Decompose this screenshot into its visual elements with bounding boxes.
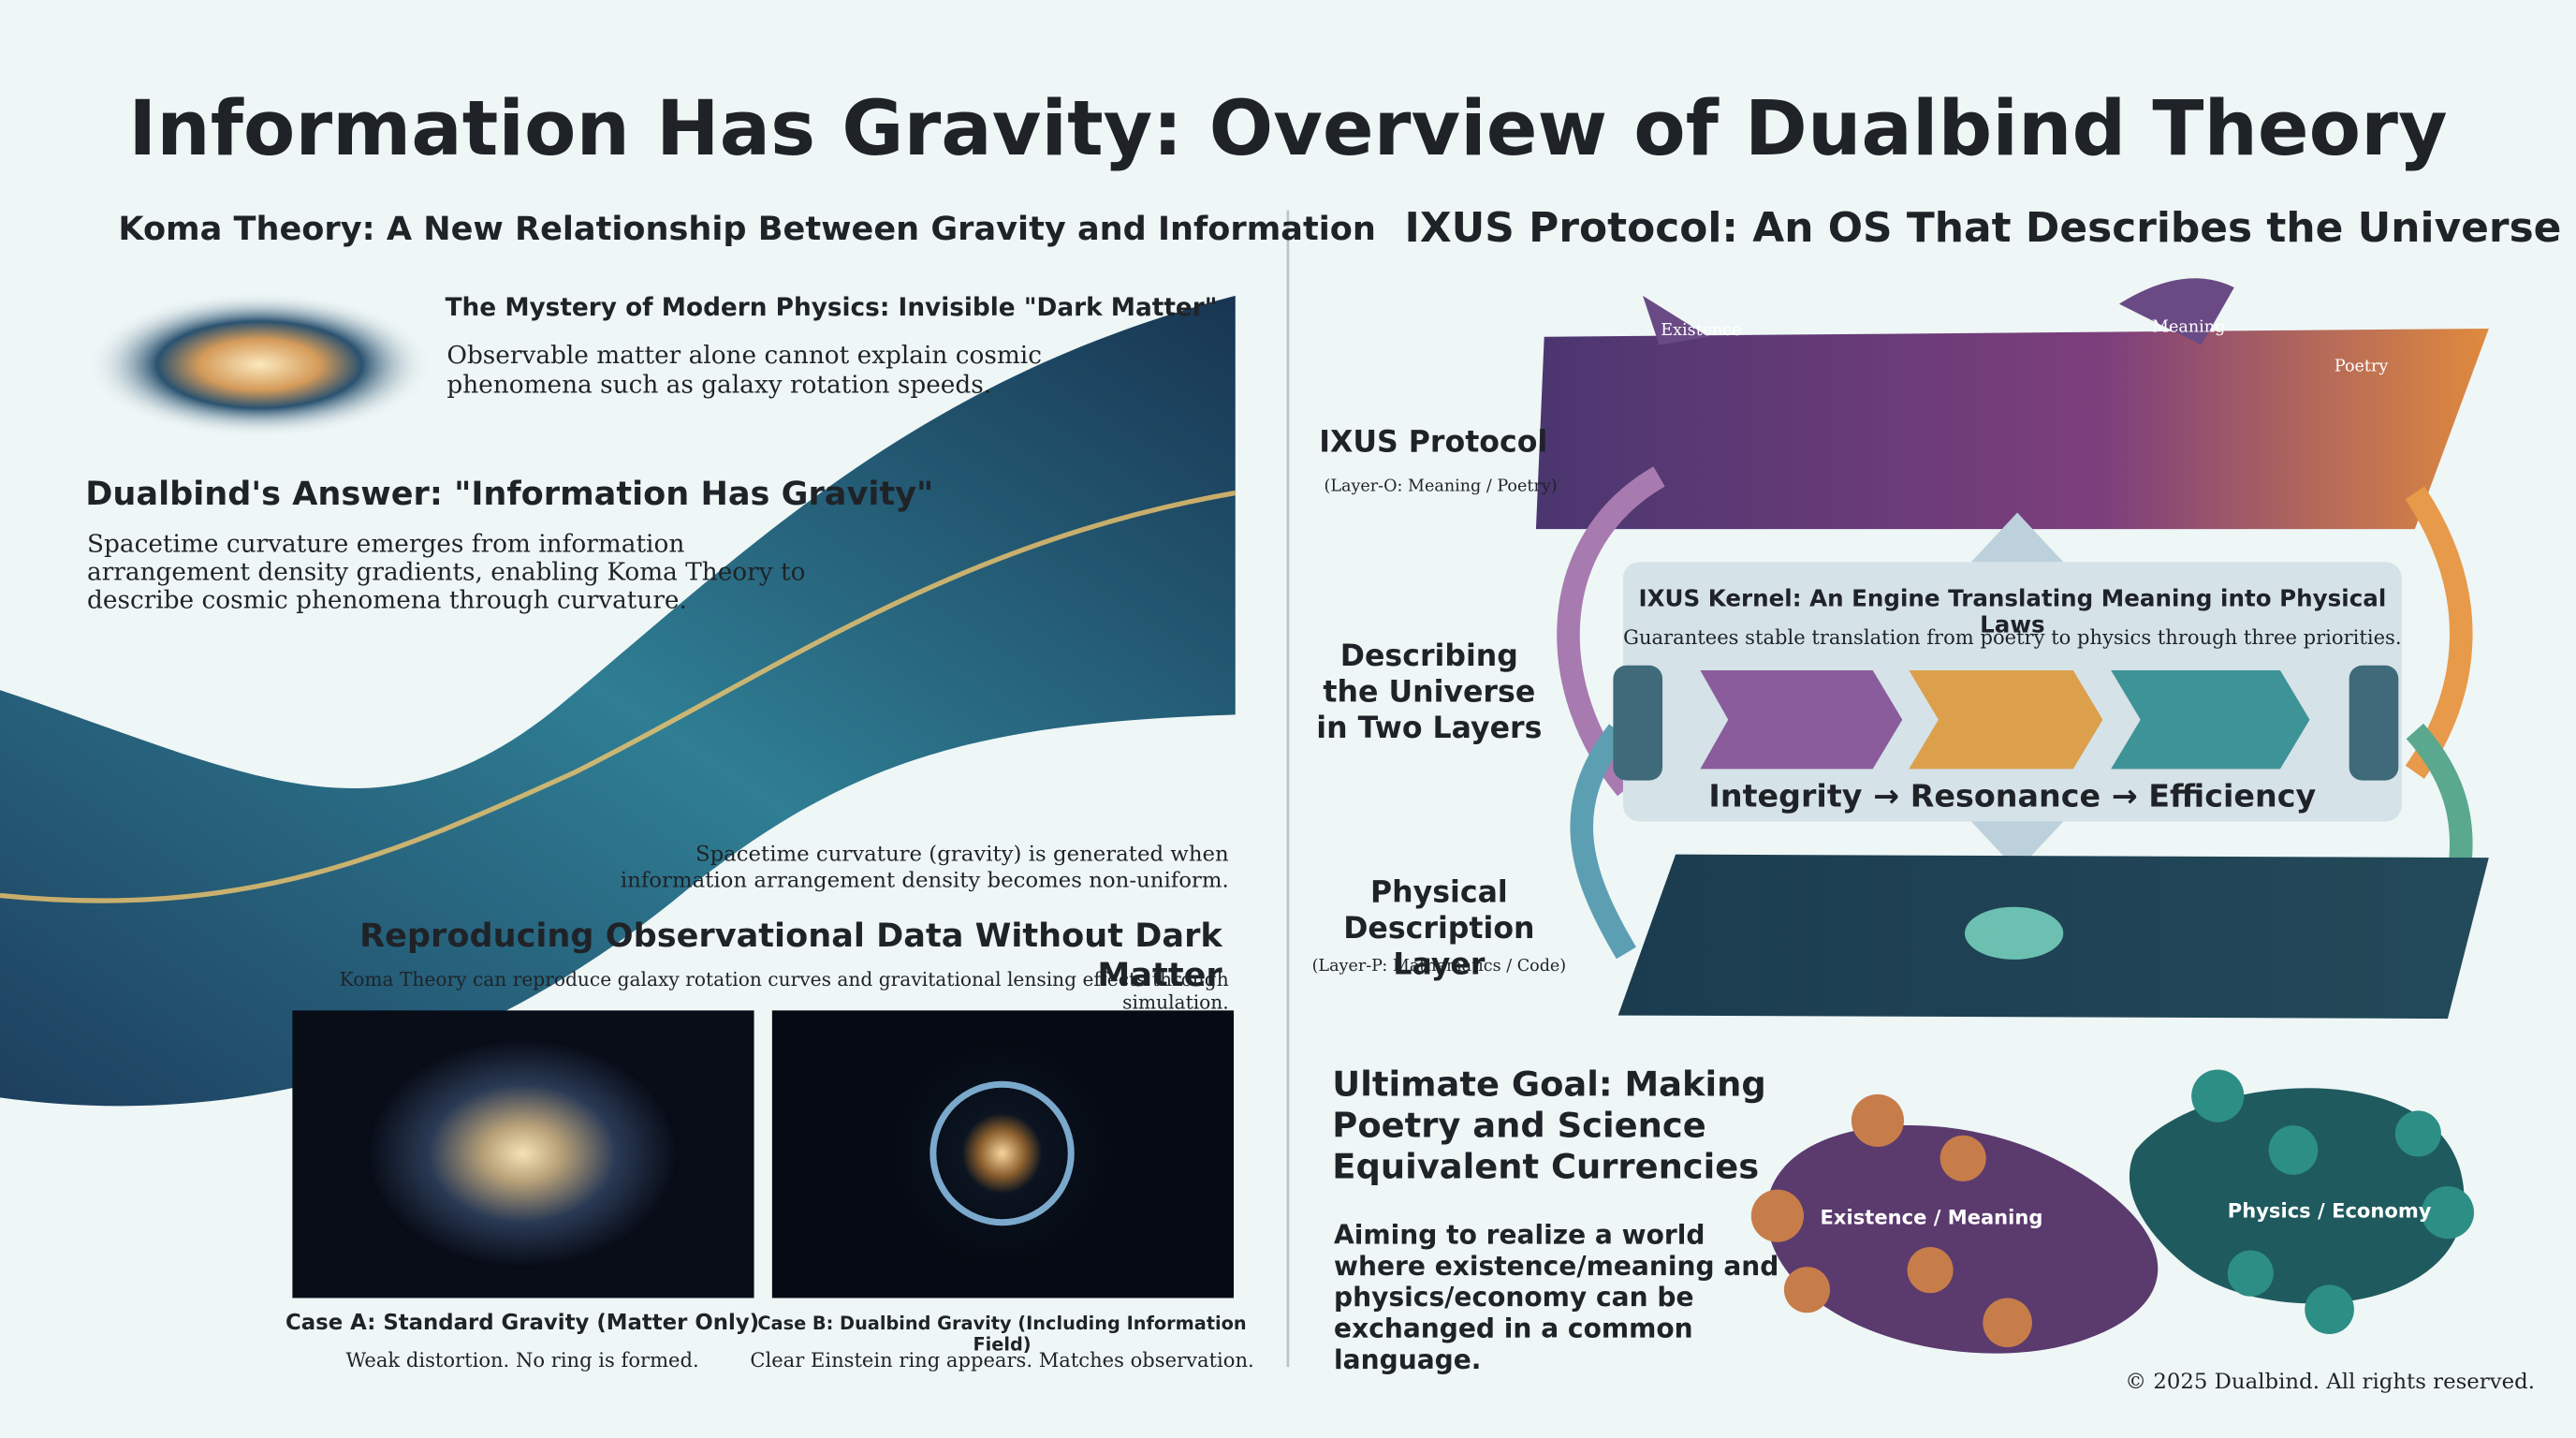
priority-chevron [2111,670,2310,770]
subheading: Dualbind's Answer: "Information Has Grav… [85,473,934,513]
kernel-title: IXUS Kernel: An Engine Translating Meani… [1638,586,2387,639]
loop-nodes [2191,1069,2475,1335]
caption: Spacetime curvature (gravity) is generat… [620,843,1229,894]
layer-label: Existence [1661,321,1742,341]
loop-nodes [1750,1093,2032,1348]
subheading: Reproducing Observational Data Without D… [359,915,1222,994]
layer-title: Physical Description Layer [1343,875,1535,983]
physical-core [1964,906,2064,960]
priorities: Integrity → Resonance → Efficiency [1708,778,2317,815]
layer-label: Meaning [2152,318,2226,337]
left-arrow [1570,724,1636,960]
einstein-ring [929,1080,1075,1226]
kernel-cap-left [1613,665,1663,781]
subheading: The Mystery of Modern Physics: Invisible… [445,292,1218,322]
priority-chevron [1909,670,2103,770]
body-text: Koma Theory can reproduce galaxy rotatio… [339,967,1229,1014]
loop-label: Existence / Meaning [1820,1206,2043,1229]
priority-chevron [1700,670,1903,770]
side-label: Describing the Universe in Two Layers [1316,638,1543,746]
layer-label: Poetry [2334,358,2389,376]
kernel-text: Guarantees stable translation from poetr… [1623,625,2402,650]
kernel-cap-right [2349,665,2399,781]
page-title: Information Has Gravity: Overview of Dua… [128,83,2448,173]
layer-ornament [1643,278,2234,345]
goal-title: Ultimate Goal: Making Poetry and Science… [1332,1064,1766,1187]
case-title: Case B: Dualbind Gravity (Including Info… [757,1313,1247,1356]
loop-label: Physics / Economy [2227,1199,2432,1223]
information-stream [0,490,1237,903]
case-a-galaxy [366,1038,679,1269]
case-title: Case A: Standard Gravity (Matter Only) [285,1311,760,1336]
goal-text: Aiming to realize a world where existenc… [1334,1219,1779,1375]
kernel-down-arrow [1971,821,2064,872]
kernel-up-arrow [1971,512,2064,563]
case-b-lens [886,1038,1118,1269]
spacetime-wave [0,295,1236,1107]
body-text: Spacetime curvature emerges from informa… [87,529,806,615]
loop-right [2129,1088,2465,1304]
body-text: Observable matter alone cannot explain c… [446,340,1042,400]
layer-subtitle: (Layer-P: Mathematics / Code) [1311,958,1567,976]
loop-left [1765,1124,2159,1354]
case-text: Clear Einstein ring appears. Matches obs… [750,1348,1254,1372]
meaning-layer [1535,329,2489,530]
footer: © 2025 Dualbind. All rights reserved. [2125,1370,2535,1395]
layer-title: IXUS Protocol [1319,425,1548,461]
layer-subtitle: (Layer-O: Meaning / Poetry) [1324,477,1558,497]
section-heading: IXUS Protocol: An OS That Describes the … [1404,203,2562,252]
section-heading: Koma Theory: A New Relationship Between … [118,208,1376,249]
galaxy-icon [88,292,431,437]
case-text: Weak distortion. No ring is formed. [345,1348,699,1372]
